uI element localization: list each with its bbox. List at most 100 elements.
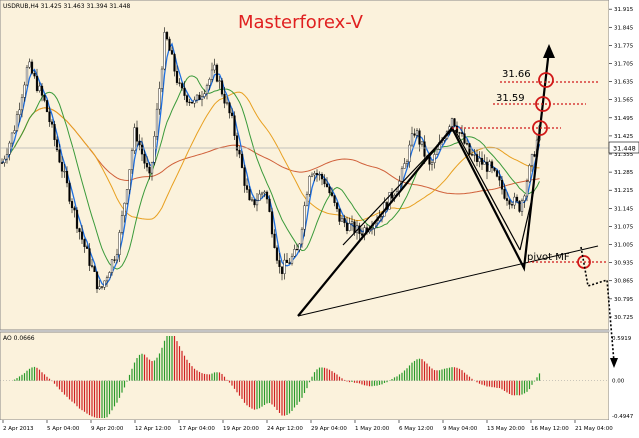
candle-body: [0, 162, 4, 164]
candle-body: [218, 80, 221, 82]
candle-body: [173, 54, 176, 72]
candle-body: [415, 130, 419, 136]
candle-body: [115, 254, 119, 261]
candle-body: [133, 127, 136, 151]
ao-pane: [0, 331, 610, 421]
candle-body: [428, 156, 431, 165]
candle-body: [235, 135, 239, 151]
candle-body: [40, 85, 44, 96]
candle-body: [65, 170, 69, 184]
candle-body: [248, 189, 251, 201]
candle-body: [515, 196, 519, 202]
target-circle-icon: [532, 120, 548, 136]
price-tick-label: 31.775: [614, 43, 634, 49]
candle-body: [165, 32, 169, 40]
price-tick-label: 31.565: [614, 98, 634, 104]
candle-body: [145, 163, 149, 168]
candle-body: [5, 154, 9, 160]
candle-body: [423, 141, 426, 157]
candle-body: [503, 189, 506, 199]
candle-body: [288, 262, 291, 264]
candle-body: [430, 162, 434, 165]
ma-green-line: [1, 75, 540, 270]
candle-body: [195, 94, 199, 101]
candle-body: [158, 88, 161, 110]
candle-body: [168, 38, 171, 51]
time-tick-label: 29 Apr 04:00: [311, 426, 347, 432]
candle-body: [353, 221, 356, 234]
candle-body: [90, 265, 94, 267]
zigzag-pattern: [297, 49, 551, 317]
candle-body: [495, 170, 499, 177]
time-tick-label: 12 Apr 12:00: [135, 426, 171, 432]
candle-body: [510, 204, 514, 206]
candle-body: [433, 154, 436, 163]
candle-body: [275, 247, 279, 261]
candle-body: [460, 132, 464, 134]
price-tick-label: 31.635: [614, 80, 634, 86]
candle-body: [530, 154, 534, 166]
candle-body: [215, 64, 219, 82]
candle-body: [390, 192, 394, 199]
candle-body: [518, 200, 521, 212]
time-tick-label: 13 May 20:00: [487, 426, 525, 432]
candle-body: [33, 73, 36, 77]
time-tick-label: 5 Apr 04:00: [47, 426, 80, 432]
candle-body: [478, 157, 481, 162]
candle-body: [295, 249, 299, 251]
candle-body: [45, 100, 49, 113]
inner-channel-line-3: [519, 189, 535, 251]
price-tick-label: 31.915: [614, 7, 634, 13]
price-tick-label: 31.705: [614, 61, 634, 67]
candle-body: [250, 199, 254, 201]
candle-body: [233, 115, 236, 136]
candle-body: [400, 168, 404, 182]
ao-tick-label: -0.4947: [612, 414, 634, 420]
candle-body: [10, 132, 14, 144]
candle-body: [528, 165, 531, 182]
candle-body: [293, 249, 296, 257]
arrow-head-icon: [543, 44, 555, 58]
candle-body: [488, 161, 491, 172]
candle-body: [108, 272, 111, 278]
price-tick-label: 31.495: [614, 116, 634, 122]
candle-body: [260, 192, 264, 195]
current-price-marker: [608, 141, 639, 154]
level-label-2: 31.59: [496, 93, 525, 104]
candle-body: [473, 154, 476, 156]
time-tick-label: 19 Apr 20:00: [223, 426, 259, 432]
candle-body: [18, 109, 21, 116]
candle-body: [163, 32, 166, 70]
candle-body: [93, 266, 96, 272]
candle-body: [238, 150, 241, 155]
candle-body: [55, 139, 59, 151]
candle-body: [8, 142, 11, 155]
candle-body: [333, 195, 336, 203]
candle-body: [450, 118, 454, 127]
candle-body: [80, 231, 84, 240]
candle-body: [360, 233, 364, 236]
candle-body: [513, 196, 516, 206]
candle-body: [403, 163, 406, 169]
price-tick-label: 31.425: [614, 134, 634, 140]
candle-body: [35, 75, 39, 91]
price-tick-label: 31.215: [614, 188, 634, 194]
candle-body: [268, 198, 271, 212]
candle-body: [213, 64, 216, 71]
candle-body: [463, 133, 466, 144]
forecast-arrow-icon: [610, 358, 618, 368]
candle-body: [370, 228, 374, 230]
candle-body: [68, 182, 71, 202]
candle-body: [60, 161, 64, 172]
candle-body: [305, 194, 309, 206]
ao-tick-label: 0.00: [612, 379, 625, 385]
candle-body: [328, 186, 331, 194]
candle-body: [388, 192, 391, 210]
candle-body: [315, 173, 319, 175]
current-price-text: 31.448: [613, 145, 636, 153]
candle-body: [280, 266, 284, 274]
candle-body: [480, 157, 484, 165]
candle-body: [228, 102, 231, 114]
candle-body: [278, 260, 281, 267]
